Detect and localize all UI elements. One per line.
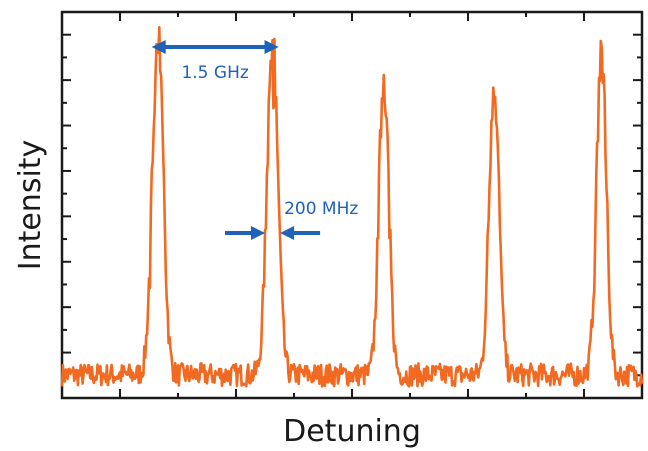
annotations: 1.5 GHz 200 MHz [151,40,358,240]
spacing-arrow-head-left [151,40,166,54]
spacing-arrow-head-right [264,40,279,54]
width-arrow-left-head [251,226,265,240]
width-arrow-right-head [280,226,295,240]
y-axis-label: Intensity [13,140,48,271]
plot-frame [60,10,644,400]
x-axis-label: Detuning [283,414,421,449]
linewidth-label: 200 MHz [284,199,358,219]
spacing-label: 1.5 GHz [181,63,248,83]
